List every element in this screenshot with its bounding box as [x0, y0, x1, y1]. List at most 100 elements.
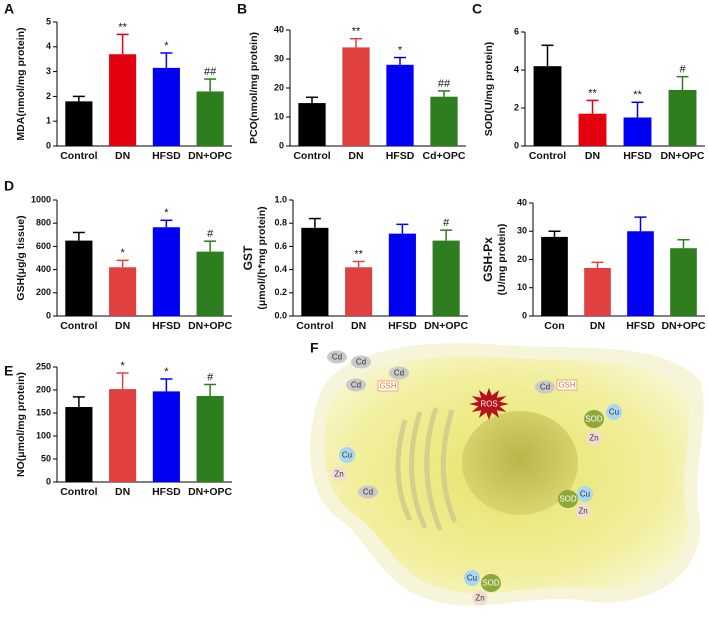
bar — [152, 391, 180, 482]
panel-label: D — [4, 178, 14, 194]
molecule-shape — [586, 430, 602, 446]
bar — [432, 240, 460, 316]
molecule: GSH — [556, 379, 578, 391]
molecule-shape — [389, 366, 409, 380]
y-tick-label: 0.4 — [274, 264, 287, 274]
molecule: Cd — [346, 378, 366, 392]
molecule-label: SOD — [585, 415, 603, 424]
molecule-shape — [606, 404, 622, 420]
molecule: GSH — [377, 380, 399, 392]
molecule-shape — [584, 410, 604, 428]
y-axis-label: GST — [241, 245, 255, 270]
y-tick-label: 0 — [46, 310, 51, 320]
molecule-label: SOD — [559, 495, 577, 504]
molecule: Cd — [351, 355, 371, 369]
molecule: Cu — [606, 404, 622, 420]
significance-label: * — [120, 247, 125, 259]
error-bar — [204, 78, 217, 92]
error-bar — [204, 383, 217, 396]
bar — [301, 227, 329, 316]
y-tick-label: 10 — [517, 282, 527, 292]
x-tick-label: Control — [293, 150, 330, 162]
molecule-label: Zn — [578, 507, 587, 516]
y-tick-label: 0.0 — [274, 310, 287, 320]
y-axis-label: GSH-Px — [481, 237, 495, 282]
significance-label: ** — [352, 26, 361, 38]
molecule-label: GSH — [558, 381, 576, 390]
error-bar — [160, 52, 173, 68]
error-bar — [396, 223, 409, 234]
bar — [430, 96, 458, 146]
panel-label: B — [237, 1, 247, 17]
error-bar — [160, 219, 173, 228]
molecule-shape — [472, 590, 488, 606]
x-tick-label: DN — [115, 320, 130, 332]
error-bar — [306, 96, 318, 104]
y-axis-label: GSH(μg/g tissue) — [15, 215, 27, 300]
molecule-label: Cd — [356, 358, 366, 367]
molecule: Cd — [535, 380, 555, 394]
error-bar — [541, 44, 554, 67]
y-axis-label: SOD(U/mg protein) — [483, 42, 495, 137]
x-tick-label: HFSD — [152, 486, 181, 498]
y-tick-label: 0 — [46, 476, 51, 486]
bar-chart: 0 10 20 30 40 GSH-Px (U/mg protein) Con DN HFSD DN… — [481, 197, 706, 331]
molecule-label: Zn — [589, 434, 598, 443]
panel-label: F — [310, 340, 319, 356]
significance-label: * — [164, 366, 169, 378]
molecule-label: Cd — [351, 381, 361, 390]
error-bar — [308, 217, 321, 228]
bar — [584, 267, 611, 316]
error-bar — [586, 99, 599, 114]
bar-chart: A 0 1 2 3 4 5 MDA(nmol/mg protein) Control ** DN * H… — [4, 1, 233, 162]
y-tick-label: 0.8 — [274, 218, 287, 228]
bar — [342, 47, 370, 146]
x-tick-label: DN+OPC — [661, 320, 705, 332]
x-tick-label: DN — [115, 486, 130, 498]
significance-label: ** — [633, 89, 642, 101]
significance-label: ** — [118, 21, 127, 33]
error-bar — [72, 396, 85, 408]
molecule: Cu — [577, 486, 593, 502]
x-tick-label: HFSD — [152, 320, 181, 332]
x-tick-label: DN+OPC — [660, 150, 704, 162]
molecule-shape — [556, 379, 578, 391]
molecule-shape — [464, 570, 480, 586]
significance-label: # — [679, 64, 686, 76]
error-bar — [634, 216, 647, 232]
molecule-label: Zn — [334, 470, 343, 479]
bar — [386, 64, 414, 146]
x-tick-label: Control — [60, 486, 97, 498]
x-tick-label: DN — [115, 150, 130, 162]
molecule-shape — [351, 355, 371, 369]
bar — [65, 101, 93, 146]
molecule-label: Cu — [467, 574, 477, 583]
bar — [623, 117, 652, 146]
error-bar — [204, 240, 217, 252]
y-axis-label: NO(μmol/mg protein) — [15, 372, 27, 477]
molecule-label: Cu — [580, 490, 590, 499]
y-tick-label: 250 — [36, 361, 51, 371]
molecule-shape — [575, 503, 591, 519]
significance-label: ## — [204, 66, 217, 78]
y-tick-label: 100 — [36, 430, 51, 440]
x-tick-label: HFSD — [152, 150, 181, 162]
bar — [196, 91, 224, 146]
molecule-shape — [331, 466, 347, 482]
bar — [533, 66, 562, 146]
significance-label: # — [207, 228, 214, 240]
bar — [345, 267, 373, 316]
y-tick-label: 40 — [274, 24, 284, 34]
panel-label: A — [4, 1, 14, 17]
bar-chart: 0.0 0.2 0.4 0.6 0.8 1.0 GST (μmol/(h*mg protein… — [241, 194, 468, 331]
y-tick-label: 30 — [274, 53, 284, 63]
y-axis-label: PCO(nmol/mg protein) — [248, 32, 260, 144]
molecule: Zn — [331, 466, 347, 482]
molecule: Cd — [327, 350, 347, 364]
y-tick-label: 0 — [46, 140, 51, 150]
bar — [627, 231, 654, 316]
y-tick-label: 4 — [46, 41, 51, 51]
x-tick-label: Con — [544, 320, 564, 332]
molecule: Zn — [586, 430, 602, 446]
y-tick-label: 50 — [41, 453, 51, 463]
